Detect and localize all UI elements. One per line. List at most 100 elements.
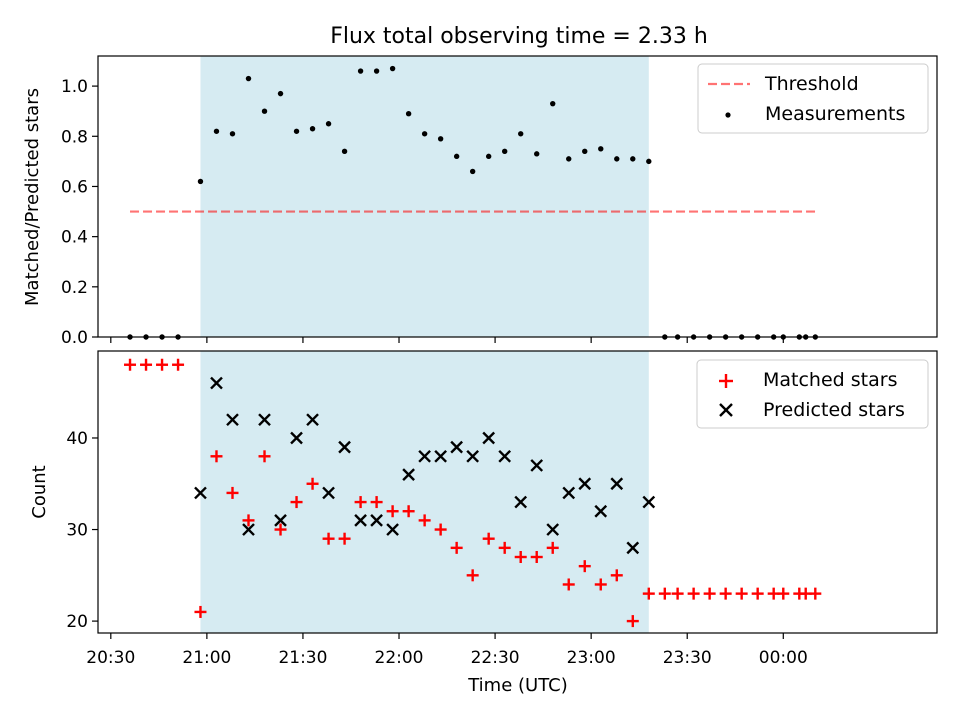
y-tick-label: 40	[66, 429, 88, 449]
legend-predicted-marker	[719, 403, 733, 417]
measurements-points	[127, 65, 819, 340]
matched-star-point	[172, 358, 185, 371]
x-tick-label: 22:30	[471, 648, 520, 668]
matched-star-point	[338, 532, 351, 545]
predicted-star-point	[642, 495, 656, 509]
matched-star-point	[546, 541, 559, 554]
measurement-point	[630, 156, 636, 162]
bottom-axes-frame	[97, 350, 938, 634]
top-shade	[200, 56, 649, 337]
measurement-point	[277, 90, 284, 97]
matched-star-point	[306, 477, 319, 490]
legend-threshold-label: Threshold	[764, 73, 859, 95]
matched-star-point	[242, 514, 255, 527]
matched-star-point	[370, 496, 383, 509]
y-tick-label: 0.0	[61, 328, 88, 348]
predicted-star-point	[338, 440, 351, 454]
top-legend: Threshold Measurements	[697, 63, 929, 134]
matched-star-point	[450, 541, 463, 554]
predicted-star-point	[290, 431, 303, 445]
predicted-star-point	[258, 413, 271, 427]
measurement-point	[437, 136, 444, 142]
matched-star-point	[777, 587, 790, 600]
predicted-star-point	[578, 477, 592, 491]
matched-star-point	[610, 569, 623, 582]
matched-star-point	[290, 496, 303, 509]
predicted-star-point	[242, 523, 255, 536]
predicted-star-point	[626, 541, 640, 555]
x-tick-label: 00:00	[759, 648, 808, 668]
matched-star-point	[226, 486, 239, 499]
measurement-point	[341, 148, 348, 155]
y-tick-label: 20	[66, 612, 88, 632]
y-tick-label: 1.0	[61, 77, 88, 97]
measurement-point	[501, 148, 508, 155]
matched-star-point	[466, 569, 479, 582]
x-tick-label: 23:30	[663, 648, 712, 668]
bottom-legend: Matched stars Predicted stars	[696, 359, 929, 429]
bottom-x-ticks: 20:30 21:00 21:30 22:00 22:30 23:00 23:30 00:00	[86, 633, 808, 668]
predicted-star-point	[194, 486, 207, 500]
predicted-star-point	[354, 514, 367, 527]
bottom-y-ticks: 20 30 40	[66, 429, 98, 632]
predicted-star-point	[594, 504, 608, 518]
matched-star-point	[402, 505, 415, 518]
measurement-point	[325, 121, 332, 127]
matched-star-point	[703, 587, 716, 600]
measurement-point	[534, 151, 540, 157]
y-tick-label: 0.6	[61, 177, 88, 197]
x-axis-label: Time (UTC)	[467, 675, 568, 696]
predicted-star-point	[450, 440, 464, 454]
x-tick-label: 20:30	[86, 648, 135, 668]
y-tick-label: 0.4	[61, 228, 88, 248]
matched-star-point	[594, 578, 607, 591]
matched-star-point	[735, 587, 748, 600]
predicted-star-point	[210, 376, 223, 390]
matched-star-point	[354, 496, 367, 509]
measurement-point	[309, 126, 316, 132]
measurement-point	[261, 108, 268, 114]
measurement-point	[357, 68, 364, 74]
matched-star-point	[642, 587, 655, 600]
matched-star-point	[514, 551, 527, 564]
matched-star-point	[322, 532, 335, 545]
legend-matched-marker	[719, 374, 733, 388]
legend-predicted-label: Predicted stars	[763, 399, 905, 421]
matched-star-point	[258, 450, 271, 463]
predicted-star-point	[386, 523, 399, 536]
matched-star-point	[210, 450, 223, 463]
matched-star-point	[658, 587, 671, 600]
matched-star-point	[626, 615, 639, 628]
legend-measurements-marker	[725, 112, 731, 118]
predicted-star-point	[466, 449, 480, 463]
predicted-star-point	[610, 477, 624, 491]
matched-star-point	[194, 605, 207, 618]
count-points	[124, 358, 822, 628]
top-axes-frame	[97, 55, 938, 338]
predicted-star-point	[514, 495, 528, 509]
measurement-point	[389, 65, 396, 72]
x-tick-label: 21:30	[278, 648, 327, 668]
matched-star-point	[274, 523, 287, 536]
y-tick-label: 30	[66, 521, 88, 541]
predicted-star-point	[418, 449, 431, 463]
bottom-y-axis-label: Count	[29, 465, 50, 518]
measurement-point	[485, 153, 492, 160]
matched-star-point	[434, 523, 447, 536]
top-y-axis-label: Matched/Predicted stars	[22, 88, 43, 306]
top-panel: 0.0 0.2 0.4 0.6 0.8 1.0 Matched/Predicted sta…	[22, 55, 938, 348]
matched-star-point	[809, 587, 822, 600]
measurement-point	[614, 156, 620, 162]
x-tick-label: 23:00	[567, 648, 616, 668]
measurement-point	[566, 156, 572, 162]
measurement-point	[197, 178, 204, 185]
legend-measurements-label: Measurements	[765, 103, 905, 125]
matched-star-point	[124, 358, 137, 371]
predicted-star-point	[402, 468, 415, 481]
y-tick-label: 0.8	[61, 127, 88, 147]
matched-star-point	[386, 505, 399, 518]
matched-star-point	[671, 587, 684, 600]
matched-star-point	[719, 587, 732, 600]
bottom-shade	[200, 351, 649, 633]
